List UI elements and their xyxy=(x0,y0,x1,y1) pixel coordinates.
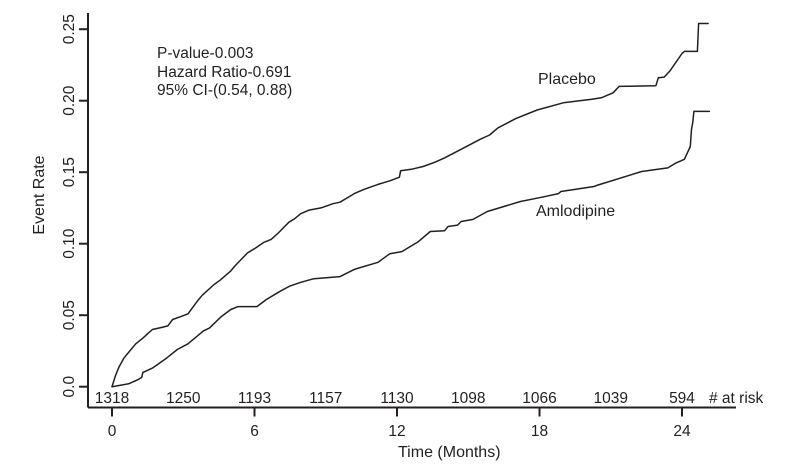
y-tick-label: 0.05 xyxy=(61,300,78,330)
x-tick-label: 12 xyxy=(388,423,405,440)
at-risk-count: 1157 xyxy=(309,390,342,407)
x-tick-label: 6 xyxy=(250,423,259,440)
y-tick-label: 0.20 xyxy=(61,85,78,116)
hazard-ratio-text: Hazard Ratio-0.691 xyxy=(157,63,292,81)
at-risk-count: 1130 xyxy=(380,390,414,407)
at-risk-count: 1098 xyxy=(451,390,485,407)
x-tick-label: 0 xyxy=(108,423,117,440)
y-tick-label: 0.10 xyxy=(61,228,78,259)
y-tick-label: 0.15 xyxy=(61,157,78,187)
p-value-text: P-value-0.003 xyxy=(157,45,254,62)
x-tick-label: 18 xyxy=(531,423,548,440)
amlodipine-curve xyxy=(111,110,711,388)
y-tick-label: 0.0 xyxy=(61,376,78,398)
confidence-interval-text: 95% CI-(0.54, 0.88) xyxy=(157,82,293,99)
axis-lines xyxy=(87,13,736,409)
stats-annotation: P-value-0.003 Hazard Ratio-0.691 95% CI-… xyxy=(157,45,292,101)
at-risk-count: 1066 xyxy=(522,390,556,407)
placebo-curve xyxy=(111,22,709,388)
at-risk-count: 1193 xyxy=(238,390,271,407)
at-risk-count: 594 xyxy=(669,390,695,407)
x-tick-label: 24 xyxy=(673,423,691,440)
at-risk-count: 1039 xyxy=(594,390,628,407)
at-risk-count: 1318 xyxy=(95,390,129,407)
amlodipine-curve-label: Amlodipine xyxy=(536,203,616,220)
x-axis-title: Time (Months) xyxy=(398,444,501,461)
at-risk-count: 1250 xyxy=(166,390,201,407)
y-tick-label: 0.25 xyxy=(61,14,78,44)
placebo-curve-label: Placebo xyxy=(538,71,596,88)
at-risk-label: # at risk xyxy=(709,390,764,407)
y-axis-title: Event Rate xyxy=(31,155,48,235)
